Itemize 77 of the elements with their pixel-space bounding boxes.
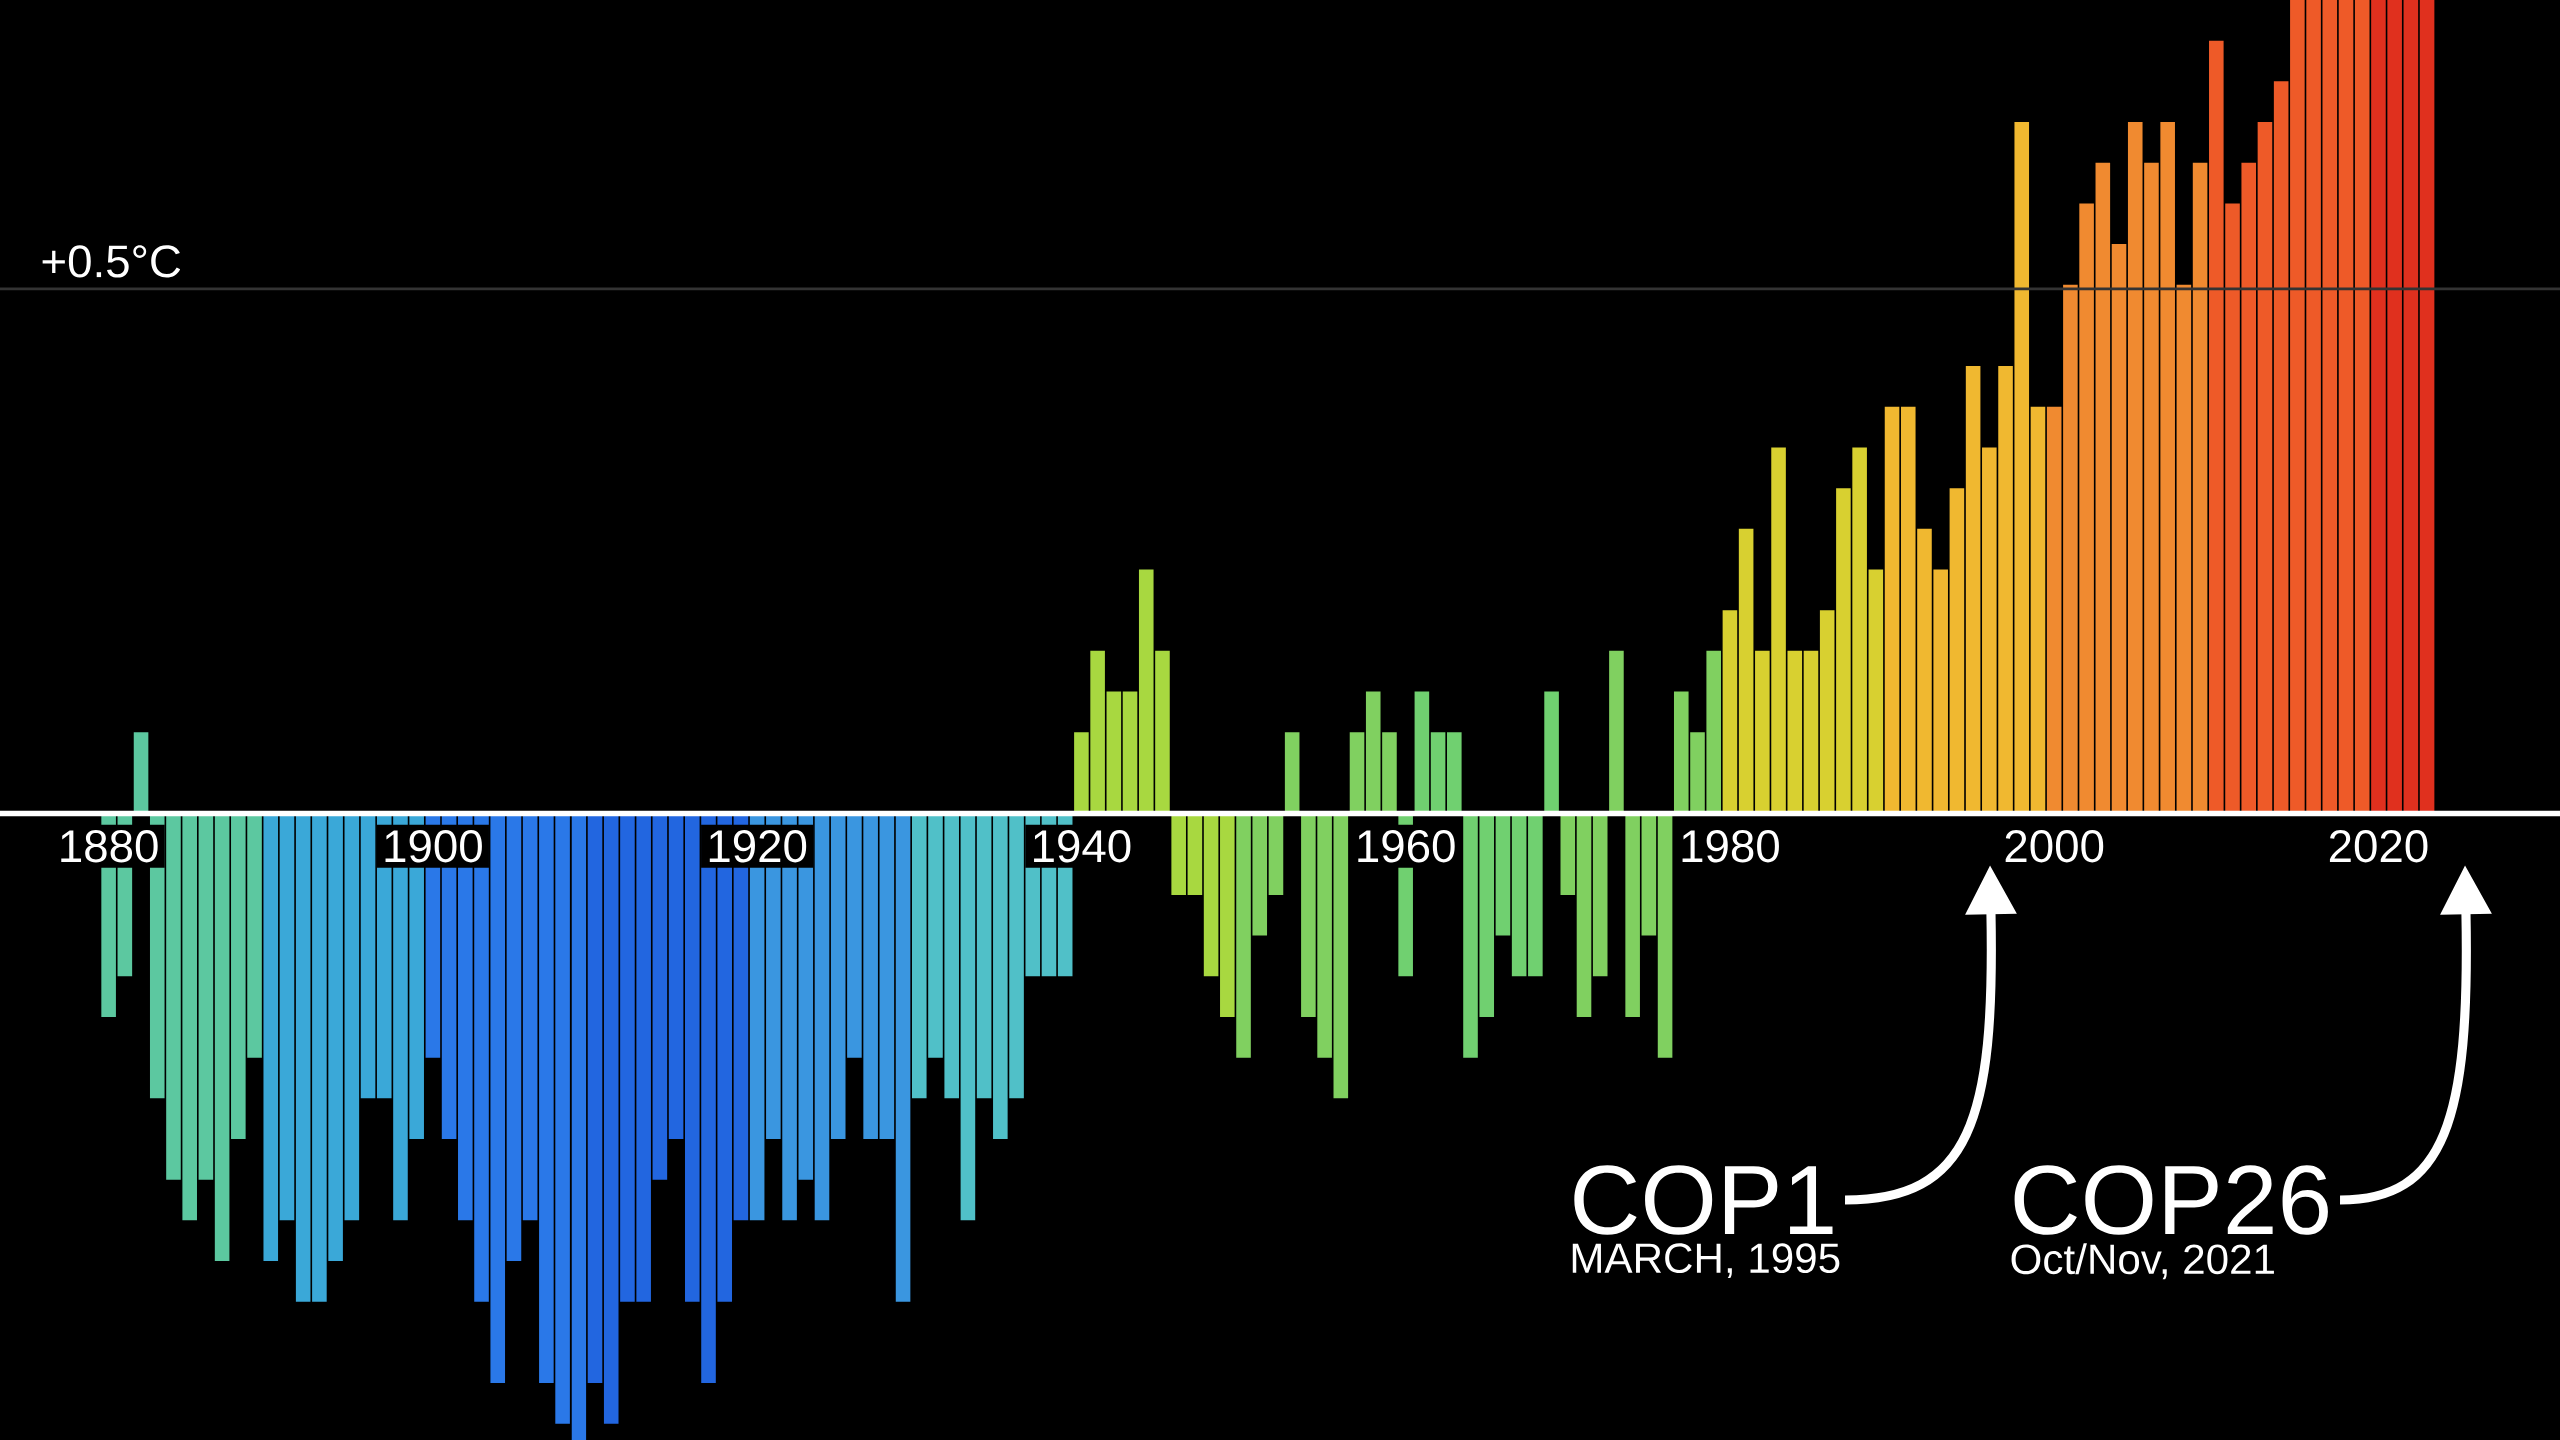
bar bbox=[506, 813, 522, 1262]
bar bbox=[1122, 691, 1138, 814]
bar bbox=[1738, 528, 1754, 814]
bar bbox=[1884, 406, 1900, 814]
bar bbox=[1414, 691, 1430, 814]
bar bbox=[1965, 366, 1981, 814]
bar bbox=[1592, 813, 1608, 977]
bar bbox=[1495, 813, 1511, 936]
bar bbox=[360, 813, 376, 1099]
bar bbox=[587, 813, 603, 1384]
bar bbox=[2192, 162, 2208, 814]
x-tick-label: 2000 bbox=[2005, 830, 2104, 863]
bar bbox=[960, 813, 976, 1221]
bar bbox=[1625, 813, 1640, 1017]
bar bbox=[1203, 813, 1219, 977]
bar bbox=[1268, 813, 1284, 895]
bar bbox=[2322, 0, 2338, 814]
bar bbox=[1447, 732, 1462, 814]
bar bbox=[2046, 406, 2062, 814]
bar bbox=[652, 813, 668, 1180]
bar bbox=[1641, 813, 1657, 936]
bar bbox=[1528, 813, 1543, 977]
bar bbox=[2257, 122, 2273, 814]
bar bbox=[1560, 813, 1576, 895]
bar bbox=[1106, 691, 1122, 814]
bar bbox=[879, 813, 895, 1139]
x-tick-label: 1960 bbox=[1358, 830, 1455, 863]
x-tick-label: 1920 bbox=[709, 830, 807, 863]
x-tick-label: 1940 bbox=[1034, 830, 1131, 863]
bar bbox=[1430, 732, 1446, 814]
ref-line-label: +0.5°C bbox=[42, 245, 181, 278]
bar bbox=[895, 813, 911, 1302]
bar bbox=[133, 732, 149, 814]
bar bbox=[295, 813, 311, 1302]
bar bbox=[1609, 650, 1624, 814]
bar bbox=[1187, 813, 1203, 895]
bar bbox=[2111, 244, 2127, 814]
bar bbox=[1722, 610, 1738, 814]
bar bbox=[571, 813, 587, 1440]
bar bbox=[1220, 813, 1235, 1017]
bar bbox=[2273, 81, 2289, 814]
bar bbox=[1511, 813, 1527, 977]
bar bbox=[1576, 813, 1592, 1017]
annotation: MARCH, 1995 bbox=[1572, 1243, 1840, 1279]
bar bbox=[2338, 0, 2354, 814]
bar bbox=[976, 813, 992, 1099]
bar bbox=[263, 813, 279, 1262]
annotation: COP26 bbox=[2014, 1165, 2328, 1235]
bar bbox=[1333, 813, 1349, 1099]
bar bbox=[1349, 732, 1365, 814]
bar bbox=[214, 813, 230, 1262]
bar bbox=[668, 813, 684, 1139]
bar bbox=[2419, 0, 2435, 814]
bar bbox=[198, 813, 214, 1180]
annotation: COP1 bbox=[1574, 1165, 1833, 1235]
bar bbox=[1171, 813, 1186, 895]
bar bbox=[1657, 813, 1673, 1058]
bar bbox=[814, 813, 830, 1221]
x-tick-label: 1980 bbox=[1682, 830, 1779, 863]
bar bbox=[522, 813, 538, 1221]
x-tick-label: 1900 bbox=[385, 830, 482, 863]
x-tick-label: 2020 bbox=[2329, 830, 2428, 863]
bar bbox=[2030, 406, 2046, 814]
bar bbox=[1544, 691, 1559, 814]
bar bbox=[344, 813, 360, 1221]
bar bbox=[1819, 610, 1835, 814]
bar bbox=[2176, 284, 2192, 814]
bar bbox=[2403, 0, 2419, 814]
bar bbox=[1868, 569, 1884, 814]
x-tick-label: 1880 bbox=[61, 830, 158, 863]
bar bbox=[2354, 0, 2370, 814]
bar bbox=[2095, 162, 2111, 814]
bar bbox=[1284, 732, 1300, 814]
annotation: Oct/Nov, 2021 bbox=[2011, 1243, 2274, 1280]
bar bbox=[279, 813, 295, 1221]
bar bbox=[1803, 650, 1819, 814]
bar bbox=[1949, 488, 1965, 814]
